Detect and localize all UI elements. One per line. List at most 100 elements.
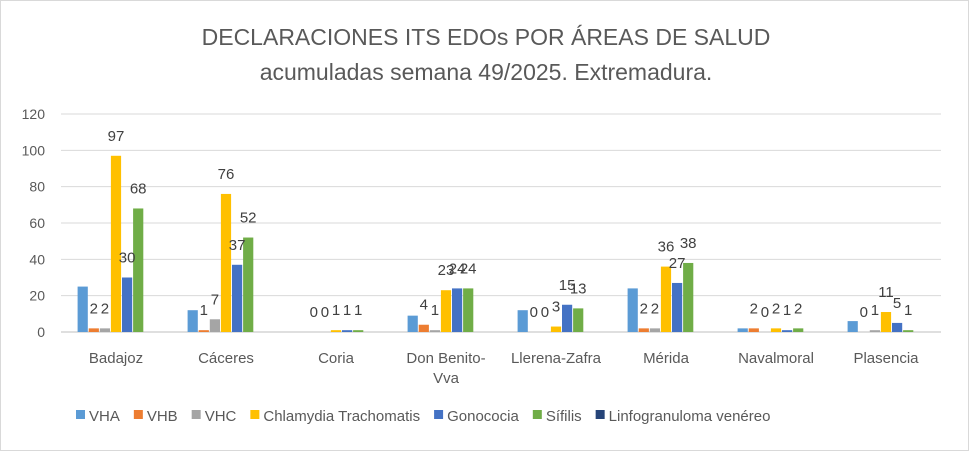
bar	[638, 328, 649, 332]
data-label: 1	[871, 302, 879, 319]
bar	[243, 237, 254, 332]
y-tick-label: 120	[22, 106, 46, 122]
data-label: 3	[552, 299, 560, 316]
category-label: Don Benito-	[406, 350, 485, 367]
bar	[77, 286, 88, 332]
data-label: 1	[783, 302, 791, 319]
data-label: 0	[321, 304, 329, 321]
bar	[649, 328, 660, 332]
bar	[407, 315, 418, 332]
data-label: 0	[530, 304, 538, 321]
legend-swatch	[191, 410, 201, 419]
data-label: 1	[431, 302, 439, 319]
bar	[847, 321, 858, 332]
bar	[429, 330, 440, 332]
category-label: Vva	[433, 370, 460, 387]
data-label: 0	[541, 304, 549, 321]
data-label: 38	[680, 235, 697, 252]
data-label: 13	[570, 280, 587, 297]
bar	[187, 310, 198, 332]
bar	[88, 328, 99, 332]
legend-entry: Gonococia	[447, 408, 519, 425]
data-label: 2	[750, 300, 758, 317]
data-label: 2	[651, 300, 659, 317]
bar	[562, 304, 573, 332]
legend-swatch	[532, 410, 542, 419]
bar	[463, 288, 474, 332]
bar	[660, 266, 672, 332]
y-axis-ticks: 0 20 40 60 80 100 120	[22, 106, 46, 340]
data-label: 27	[669, 255, 686, 272]
bar	[122, 277, 133, 332]
data-label: 24	[460, 260, 477, 277]
legend-entry: VHB	[147, 408, 178, 425]
bar	[418, 324, 429, 332]
category-label: Plasencia	[853, 350, 919, 367]
bar	[209, 319, 220, 332]
data-label: 23	[438, 262, 455, 279]
bar	[672, 282, 683, 332]
data-label: 0	[860, 304, 868, 321]
category-label: Badajoz	[89, 350, 143, 367]
y-tick-label: 60	[29, 215, 45, 231]
legend-swatch	[250, 410, 260, 419]
data-label: 97	[108, 128, 125, 145]
legend-entry: VHC	[205, 408, 237, 425]
bar	[232, 264, 243, 332]
legend-swatch	[133, 410, 143, 419]
data-label: 68	[130, 180, 147, 197]
x-axis-categories: Badajoz Cáceres Coria Don Benito- Vva Llerena…	[89, 350, 919, 387]
bar	[133, 208, 144, 332]
bar	[573, 308, 584, 332]
y-tick-label: 80	[29, 179, 45, 195]
data-label: 1	[200, 302, 208, 319]
data-label: 30	[119, 250, 136, 267]
bar	[793, 328, 804, 332]
data-label: 2	[101, 300, 109, 317]
bar	[452, 288, 463, 332]
data-label: 36	[658, 239, 675, 256]
bar	[110, 155, 122, 332]
legend-entry: VHA	[89, 408, 120, 425]
bar	[770, 328, 782, 332]
data-label: 2	[772, 300, 780, 317]
gridlines	[61, 113, 941, 333]
data-label: 5	[893, 295, 901, 312]
data-label: 1	[332, 302, 340, 319]
legend-entry: Chlamydia Trachomatis	[263, 408, 420, 425]
bar	[517, 310, 528, 332]
legend-entry: Sífilis	[546, 408, 582, 425]
bar	[198, 330, 209, 332]
bar	[342, 330, 353, 332]
data-label: 0	[761, 304, 769, 321]
legend-swatch	[595, 410, 605, 419]
bar	[627, 288, 638, 332]
data-label: 11	[878, 284, 894, 301]
data-label: 1	[904, 302, 912, 319]
bar	[880, 312, 892, 332]
y-tick-label: 0	[37, 324, 45, 340]
data-label: 7	[211, 291, 219, 308]
legend: VHA VHB VHC Chlamydia Trachomatis Gonococia S…	[76, 408, 770, 425]
bar	[748, 328, 759, 332]
data-label: 24	[449, 260, 466, 277]
bar	[869, 330, 880, 332]
data-label: 2	[640, 300, 648, 317]
y-tick-label: 40	[29, 251, 45, 267]
data-label: 2	[794, 300, 802, 317]
bar	[353, 330, 364, 332]
chart-subtitle: acumuladas semana 49/2025. Extremadura.	[260, 59, 713, 85]
category-label: Llerena-Zafra	[511, 350, 602, 367]
category-label: Coria	[318, 350, 355, 367]
y-tick-label: 20	[29, 288, 45, 304]
bar	[220, 193, 232, 332]
legend-swatch	[434, 410, 444, 419]
bar	[99, 328, 110, 332]
bar	[440, 290, 452, 332]
legend-entry: Linfogranuloma venéreo	[609, 408, 771, 425]
data-label: 1	[354, 302, 362, 319]
bar	[683, 262, 694, 332]
